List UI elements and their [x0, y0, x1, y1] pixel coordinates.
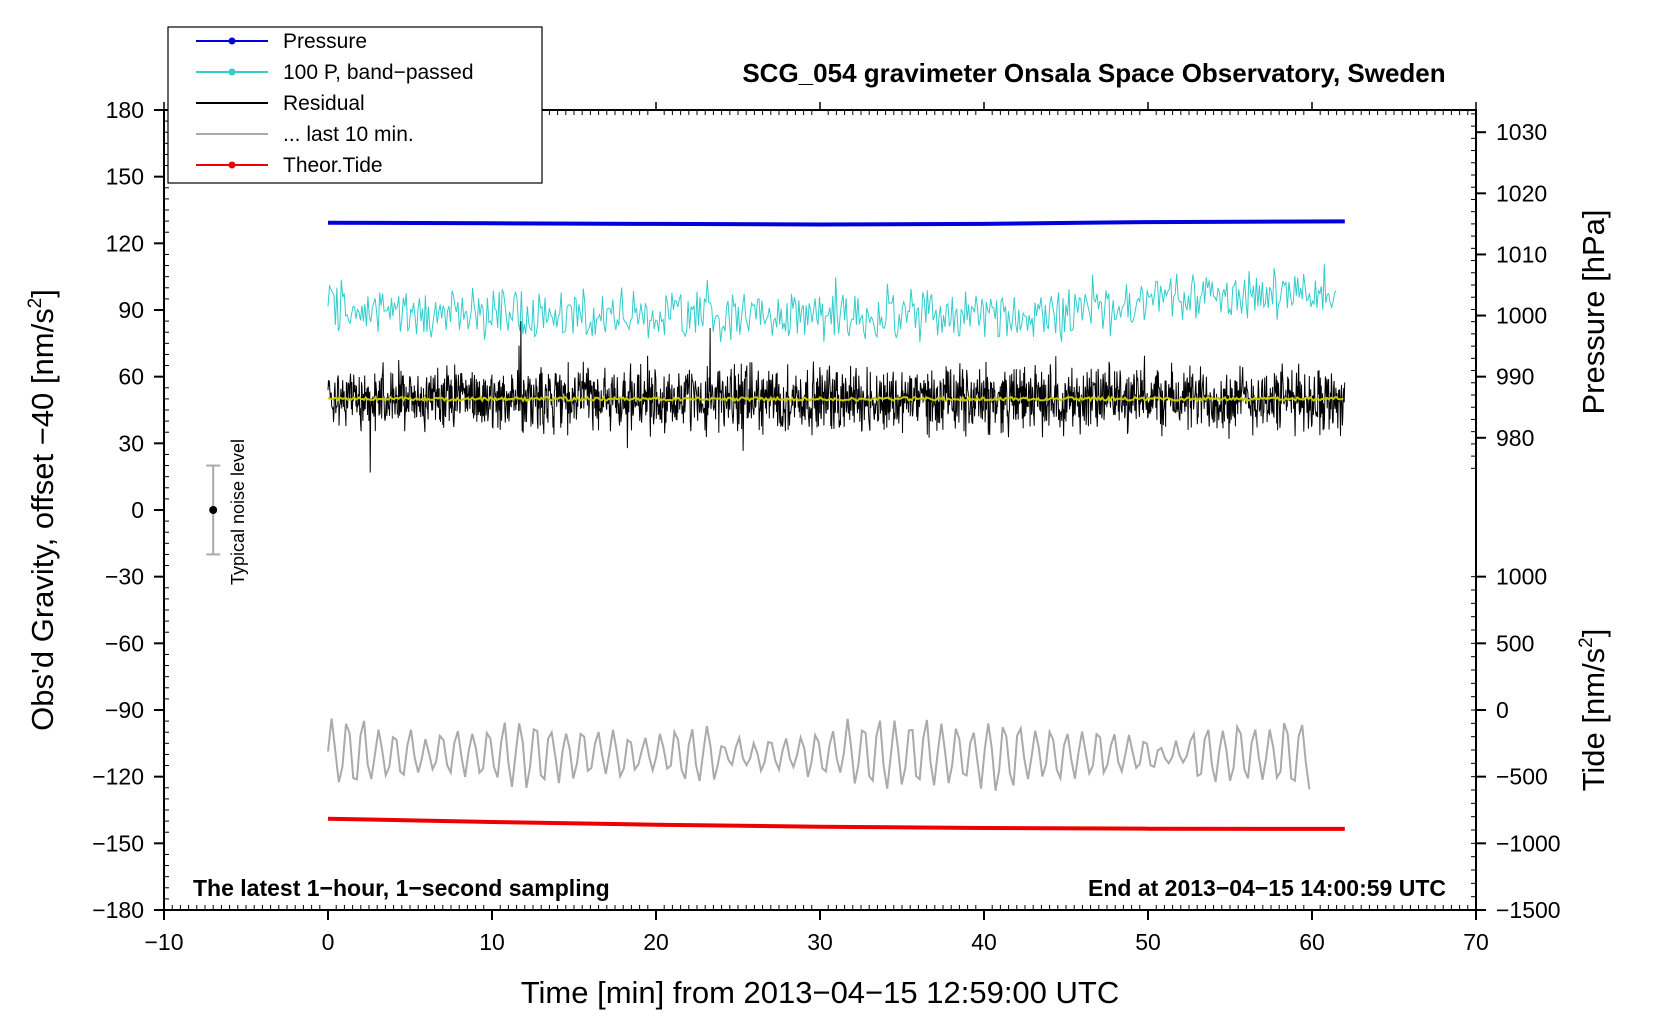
y-tick-label: −30	[105, 564, 144, 590]
y-axis-pressure: 1030 1020 1010 1000 990 980	[1471, 113, 1547, 469]
y-axis-label-pressure: Pressure [hPa]	[1576, 209, 1611, 414]
legend-marker	[228, 161, 236, 169]
x-tick-label: 70	[1463, 929, 1489, 955]
y-axis-label-gravity: Obs'd Gravity, offset −40 [nm/s2]	[25, 289, 60, 731]
legend-marker	[228, 68, 236, 76]
y-tick-label: 150	[106, 164, 144, 190]
series-pressure-line	[327, 219, 1345, 227]
y-tick-label: 90	[118, 297, 144, 323]
tide-tick-label: 1000	[1496, 564, 1547, 590]
pressure-tick-label: 1020	[1496, 180, 1547, 206]
noise-label: Typical noise level	[228, 439, 248, 585]
x-tick-label: 0	[322, 929, 335, 955]
series-band-passed-line	[327, 264, 1337, 343]
legend-label: ... last 10 min.	[283, 123, 414, 146]
x-axis: −10 0 10 20 30 40 50 60 70	[144, 102, 1489, 955]
series-residual-smoothed-line	[327, 394, 1344, 403]
x-tick-label: 10	[479, 929, 505, 955]
minor-ticks	[164, 110, 1469, 910]
legend-box	[167, 26, 543, 184]
series-last-10-min-line	[327, 718, 1311, 791]
x-tick-label: 40	[971, 929, 997, 955]
pressure-tick-label: 1030	[1496, 119, 1547, 145]
series-residual-line	[327, 321, 1346, 473]
x-tick-label: 50	[1135, 929, 1161, 955]
x-tick-label: 60	[1299, 929, 1325, 955]
legend-marker	[228, 37, 236, 45]
y-tick-label: −150	[92, 830, 144, 856]
pressure-tick-label: 990	[1496, 364, 1534, 390]
legend-label: Pressure	[283, 30, 367, 53]
x-tick-label: −10	[144, 929, 183, 955]
tide-tick-label: −1500	[1496, 897, 1561, 923]
x-tick-label: 30	[807, 929, 833, 955]
tide-tick-label: −1000	[1496, 830, 1561, 856]
plot-frame	[163, 109, 1477, 911]
y-tick-label: −180	[92, 897, 144, 923]
y-tick-label: −90	[105, 697, 144, 723]
y-tick-label: 120	[106, 230, 144, 256]
tide-tick-label: 500	[1496, 630, 1534, 656]
legend-label: Residual	[283, 92, 365, 115]
tide-tick-label: −500	[1496, 764, 1548, 790]
tide-tick-label: 0	[1496, 697, 1509, 723]
series-theor-tide-line	[327, 816, 1345, 831]
series-layer	[327, 219, 1346, 831]
y-axis-tide: 1000 500 0 −500 −1000 −1500	[1471, 564, 1561, 923]
pressure-tick-label: 1010	[1496, 241, 1547, 267]
legend: Pressure 100 P, band−passed Residual ... la…	[167, 26, 543, 184]
y-tick-label: 60	[118, 364, 144, 390]
annotation-sampling: The latest 1−hour, 1−second sampling	[193, 875, 610, 901]
y-tick-label: 30	[118, 430, 144, 456]
y-axis-gravity: 180 150 120 90 60 30 0 −30 −60 −90 −120 −150 −180	[92, 97, 164, 923]
legend-entries: Pressure 100 P, band−passed Residual ... la…	[196, 30, 474, 177]
annotation-end-time: End at 2013−04−15 14:00:59 UTC	[1088, 875, 1446, 901]
pressure-tick-label: 980	[1496, 425, 1534, 451]
noise-bar	[206, 464, 221, 556]
y-tick-label: −120	[92, 764, 144, 790]
pressure-tick-label: 1000	[1496, 303, 1547, 329]
y-axis-label-tide: Tide [nm/s2]	[1576, 629, 1611, 792]
x-axis-label: Time [min] from 2013−04−15 12:59:00 UTC	[521, 975, 1120, 1010]
legend-label: Theor.Tide	[283, 154, 383, 177]
legend-label: 100 P, band−passed	[283, 61, 474, 84]
noise-bar-center	[209, 506, 218, 514]
y-tick-label: 180	[106, 97, 144, 123]
x-tick-label: 20	[643, 929, 669, 955]
y-tick-label: −60	[105, 630, 144, 656]
chart-title: SCG_054 gravimeter Onsala Space Observat…	[742, 58, 1445, 88]
y-tick-label: 0	[131, 497, 144, 523]
